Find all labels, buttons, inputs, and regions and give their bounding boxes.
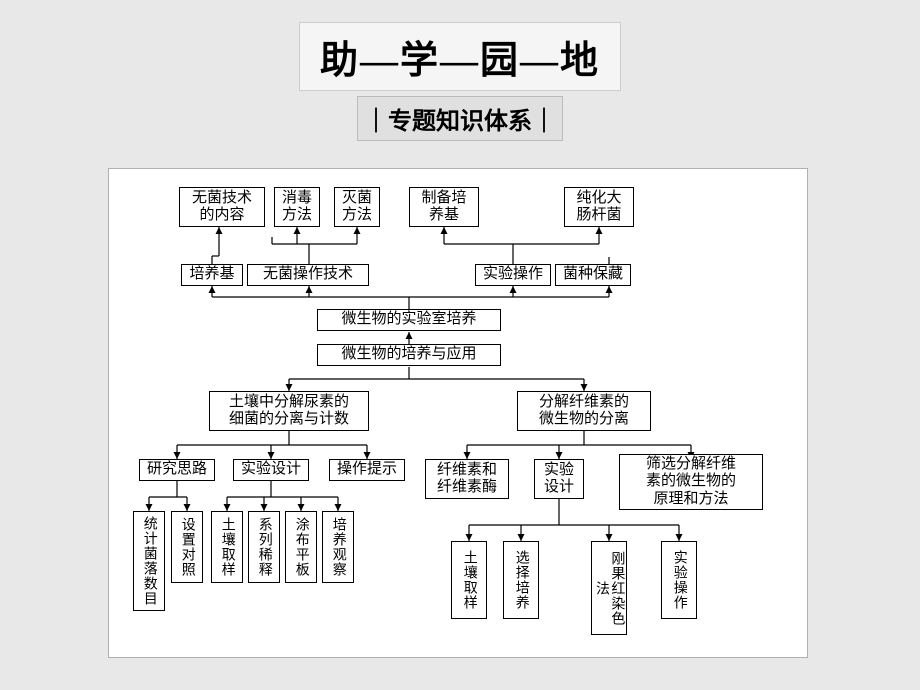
node-shiyan-caozuo: 实验操作 (475, 264, 551, 286)
node-turang1: 土壤取样 (211, 511, 243, 583)
node-tubu: 涂布平板 (285, 511, 317, 583)
node-turang-niaosu: 土壤中分解尿素的细菌的分离与计数 (209, 391, 369, 431)
node-shezhi: 设置对照 (171, 511, 203, 583)
node-peiyang-gc: 培养观察 (322, 511, 354, 583)
node-caozuots: 操作提示 (329, 459, 405, 481)
node-xilie: 系列稀释 (248, 511, 280, 583)
node-peiyangyy: 微生物的培养与应用 (317, 344, 501, 366)
node-yanjiu: 研究思路 (139, 459, 215, 481)
node-junzhong: 菌种保藏 (555, 264, 631, 286)
node-shiyanshi: 微生物的实验室培养 (317, 309, 501, 331)
node-wujun-neirong: 无菌技术的内容 (179, 187, 265, 227)
node-wujuncaozuo: 无菌操作技术 (247, 264, 369, 286)
title-text: 助—学—园—地 (320, 40, 600, 82)
node-xuanze: 选择培养 (503, 541, 539, 619)
node-zhibei: 制备培养基 (409, 187, 479, 227)
node-gangguo: 刚果红染色法 (591, 541, 627, 635)
node-shiyansj2: 实验设计 (534, 459, 584, 499)
title-banner: 助—学—园—地 (299, 22, 621, 91)
node-xiaodu: 消毒方法 (274, 187, 320, 227)
node-fenjie-xianwei: 分解纤维素的微生物的分离 (517, 391, 651, 431)
node-xianweisu: 纤维素和纤维素酶 (425, 459, 509, 499)
node-miejun: 灭菌方法 (334, 187, 380, 227)
subtitle-text: ｜专题知识体系｜ (364, 109, 556, 135)
node-chunhua: 纯化大肠杆菌 (564, 187, 634, 227)
node-peiyangji: 培养基 (181, 264, 243, 286)
diagram-container: 无菌技术的内容 消毒方法 灭菌方法 制备培养基 纯化大肠杆菌 培养基 无菌操作技… (108, 168, 808, 658)
node-shiyan-cz-v: 实验操作 (661, 541, 697, 619)
node-shiyansj1: 实验设计 (233, 459, 309, 481)
node-shaixuan: 筛选分解纤维素的微生物的原理和方法 (619, 454, 763, 510)
node-tongji: 统计菌落数目 (133, 511, 165, 611)
node-turang2: 土壤取样 (451, 541, 487, 619)
subtitle-banner: ｜专题知识体系｜ (357, 96, 563, 141)
